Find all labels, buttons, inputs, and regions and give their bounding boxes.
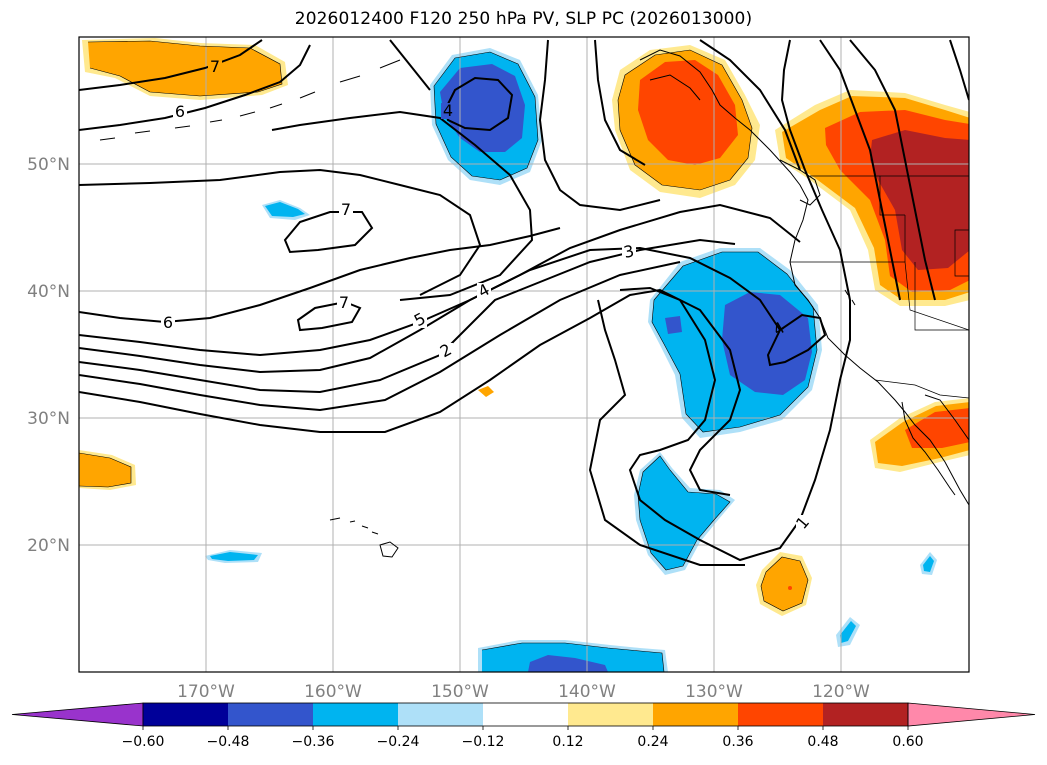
longitude-labels: 170°W 160°W 150°W 140°W 130°W 120°W	[177, 682, 870, 702]
colorbar-tick-label: −0.24	[377, 734, 420, 750]
contour-3	[79, 261, 681, 412]
colorbar-tick-label: 0.24	[637, 734, 668, 750]
anomaly-outlines	[79, 40, 818, 672]
lon-label-170w: 170°W	[177, 682, 235, 702]
latitude-labels: 50°N 40°N 30°N 20°N	[27, 155, 70, 556]
colorbar-segment	[653, 703, 738, 726]
colorbar-segment	[738, 703, 823, 726]
contour-label-4-north: 4	[443, 101, 453, 120]
lon-label-120w: 120°W	[812, 682, 870, 702]
colorbar-tick-label: 0.36	[722, 734, 753, 750]
contour-label-6-north: 6	[175, 102, 185, 121]
lat-label-40n: 40°N	[27, 282, 70, 302]
colorbar-segment	[228, 703, 313, 726]
contour-labels: 7 6 4 7 7 6 5 4 3 2 4 1	[161, 57, 813, 533]
colorbar-tick-label: 0.48	[807, 734, 838, 750]
colorbar-segment	[823, 703, 908, 726]
colorbar-tick-label: −0.36	[292, 734, 335, 750]
negative-anomalies	[205, 48, 937, 672]
colorbar-tick-label: 0.60	[892, 734, 923, 750]
contour-1	[619, 39, 851, 562]
colorbar-segment	[313, 703, 398, 726]
contour-label-6: 6	[163, 313, 173, 332]
lat-label-30n: 30°N	[27, 409, 70, 429]
lat-label-50n: 50°N	[27, 155, 70, 175]
colorbar-segment	[483, 703, 568, 726]
contour-5-outer-north	[271, 110, 534, 301]
contour-label-7-north: 7	[210, 57, 220, 76]
contour-5	[79, 246, 781, 374]
contour-4-north	[443, 76, 514, 132]
slp-contours	[79, 39, 969, 566]
contour-4-cutoff	[766, 313, 827, 367]
lon-label-160w: 160°W	[304, 682, 362, 702]
colorbar-extend-high	[907, 702, 1036, 727]
contour-7-north	[79, 39, 263, 91]
colorbar-tick-label: 0.12	[552, 734, 583, 750]
colorbar-tick-label: −0.48	[207, 734, 250, 750]
gridlines	[79, 37, 969, 672]
colorbar-extend-low	[11, 702, 144, 727]
positive-anomalies	[79, 38, 969, 616]
contour-label-7-lower: 7	[339, 293, 349, 312]
contour-6-high	[79, 227, 561, 324]
coastlines	[99, 49, 969, 558]
map-title: 2026012400 F120 250 hPa PV, SLP PC (2026…	[294, 9, 753, 29]
colorbar-segment	[398, 703, 483, 726]
colorbar-tick-label: −0.60	[122, 734, 165, 750]
contour-label-7-upper: 7	[341, 200, 351, 219]
lon-label-140w: 140°W	[558, 682, 616, 702]
colorbar-frame	[142, 702, 909, 727]
contour-6-north	[79, 44, 311, 131]
contour-7-ellipse-2	[296, 300, 362, 332]
contour-2	[79, 288, 742, 496]
lon-label-150w: 150°W	[431, 682, 489, 702]
lat-label-20n: 20°N	[27, 536, 70, 556]
lon-label-130w: 130°W	[685, 682, 743, 702]
contour-label-3: 3	[622, 241, 636, 262]
colorbar-tick-label: −0.12	[462, 734, 505, 750]
colorbar-segment	[143, 703, 228, 726]
map-frame	[78, 36, 970, 673]
colorbar: −0.60 −0.48 −0.36 −0.24 −0.12 0.12 0.24 0.36 0.4…	[11, 702, 1036, 750]
contour-7-ellipse-1	[283, 211, 374, 254]
colorbar-segment	[568, 703, 653, 726]
